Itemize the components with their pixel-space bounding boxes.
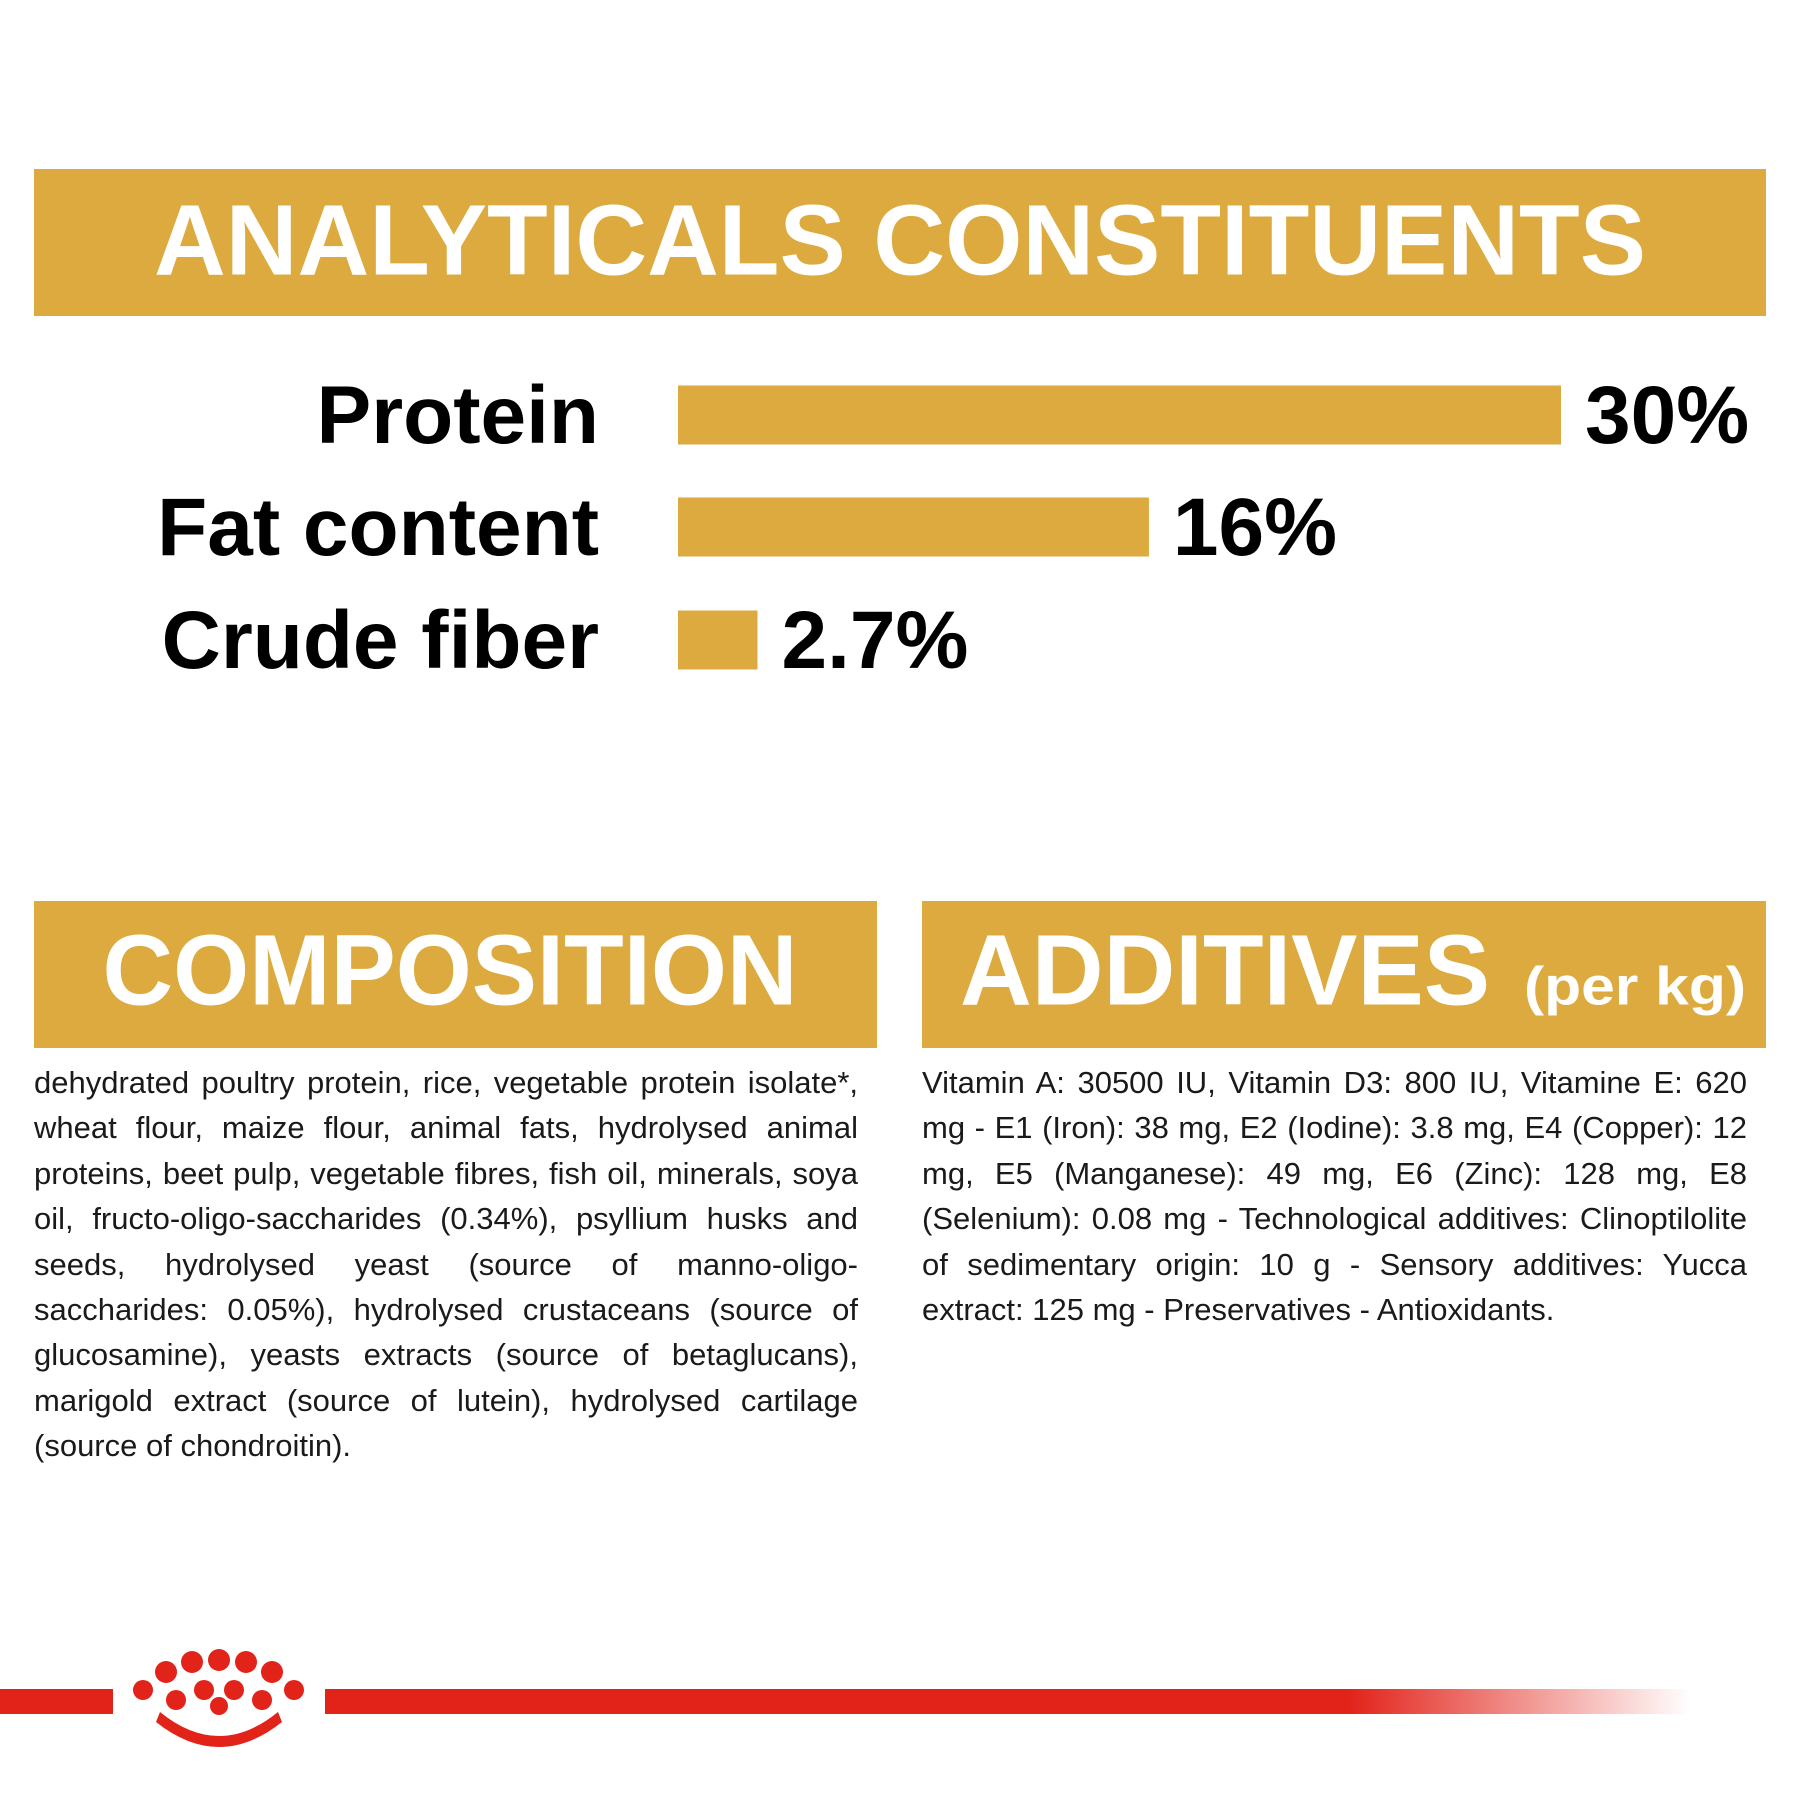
additives-text: Vitamin A: 30500 IU, Vitamin D3: 800 IU,… — [922, 1065, 1747, 1328]
value-label: 16% — [1173, 482, 1337, 573]
brand-footer — [0, 1649, 1690, 1747]
category-label: Protein — [317, 370, 599, 461]
red-line — [0, 1689, 113, 1714]
red-line — [325, 1689, 1690, 1714]
crown-logo — [133, 1649, 304, 1747]
value-label: 30% — [1585, 370, 1749, 461]
category-label: Crude fiber — [162, 595, 599, 686]
bar — [678, 385, 1561, 445]
title: ANALYTICALS CONSTITUENTS — [154, 184, 1646, 296]
bar — [678, 497, 1149, 557]
value-label: 2.7% — [781, 595, 968, 686]
additives-title: ADDITIVES — [960, 914, 1490, 1026]
title-band — [34, 169, 1766, 316]
composition-band — [34, 901, 877, 1048]
additives-unit: (per kg) — [1524, 956, 1746, 1016]
bar — [678, 610, 758, 670]
additives-band — [922, 901, 1766, 1048]
bar-chart: Protein 30% Fat content 16% Crude fiber 2.7% — [157, 370, 1749, 686]
category-label: Fat content — [157, 482, 599, 573]
composition-title: COMPOSITION — [103, 914, 798, 1026]
composition-text: dehydrated poultry protein, rice, vegeta… — [34, 1065, 858, 1464]
